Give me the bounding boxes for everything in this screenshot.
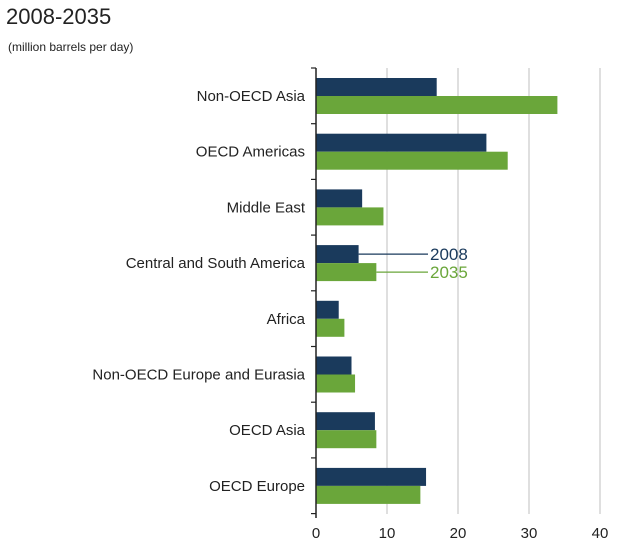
category-label-3: Central and South America (126, 255, 306, 272)
bar-2035-3 (316, 263, 377, 282)
bar-2008-2 (316, 189, 363, 208)
bar-2035-4 (316, 318, 345, 337)
bar-2008-1 (316, 133, 487, 152)
x-tick-label-20: 20 (450, 525, 467, 542)
bar-2008-0 (316, 78, 437, 96)
bar-2035-6 (316, 430, 377, 449)
legend-label-2008: 2008 (430, 245, 468, 264)
category-label-5: Non-OECD Europe and Eurasia (92, 367, 305, 384)
bar-2008-4 (316, 300, 339, 319)
category-label-2: Middle East (227, 199, 306, 216)
bar-2035-2 (316, 207, 384, 226)
x-tick-label-0: 0 (312, 525, 320, 542)
category-label-0: Non-OECD Asia (197, 88, 306, 105)
legend-label-2035: 2035 (430, 263, 468, 282)
bar-2035-7 (316, 485, 421, 504)
bar-2008-7 (316, 467, 427, 486)
labels: 0 10 20 30 40 Non-OECD Asia OECD Americas Middl… (92, 88, 608, 542)
category-label-7: OECD Europe (209, 478, 305, 495)
category-label-6: OECD Asia (229, 422, 306, 439)
category-label-1: OECD Americas (196, 144, 305, 161)
chart-subtitle: (million barrels per day) (8, 40, 134, 54)
x-tick-label-30: 30 (521, 525, 538, 542)
x-tick-label-40: 40 (592, 525, 609, 542)
bar-2008-3 (316, 245, 359, 264)
category-label-4: Africa (267, 311, 306, 328)
bar-2008-5 (316, 356, 352, 375)
bars (316, 78, 558, 504)
chart-title: 2008-2035 (6, 4, 112, 29)
x-tick-label-10: 10 (379, 525, 396, 542)
bar-2035-0 (316, 96, 558, 114)
bar-2035-1 (316, 151, 508, 170)
bar-2008-6 (316, 412, 375, 431)
bar-2035-5 (316, 374, 356, 393)
axes (311, 67, 317, 518)
